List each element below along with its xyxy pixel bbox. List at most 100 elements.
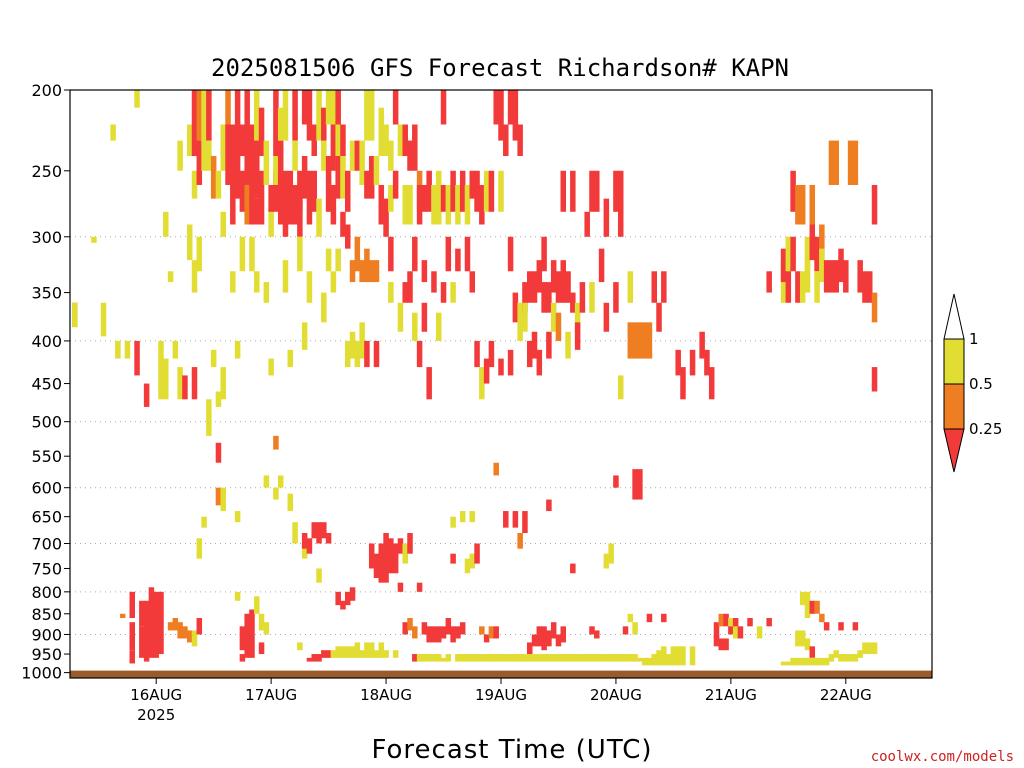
heatmap-cell (608, 654, 614, 662)
heatmap-cell (316, 198, 322, 237)
heatmap-cell (402, 124, 408, 156)
heatmap-cell (306, 90, 313, 141)
heatmap-cell (177, 622, 183, 639)
heatmap-cell (445, 618, 452, 635)
heatmap-cell (790, 170, 796, 212)
heatmap-cell (254, 596, 260, 614)
heatmap-cell (282, 90, 289, 141)
heatmap-cell (675, 349, 681, 376)
heatmap-cell (464, 236, 471, 272)
heatmap-cell (546, 654, 552, 662)
heatmap-cell (613, 654, 619, 662)
heatmap-cell (483, 358, 490, 384)
ytick-label: 1000 (21, 664, 62, 683)
heatmap-cell (594, 170, 600, 212)
heatmap-cell (608, 543, 614, 564)
heatmap-cell (474, 340, 480, 368)
heatmap-cell (321, 522, 327, 539)
heatmap-cell (565, 331, 571, 359)
heatmap-cell (345, 591, 351, 606)
heatmap-cell (852, 622, 859, 631)
heatmap-cell (258, 642, 265, 655)
heatmap-cell (177, 140, 183, 171)
heatmap-cell (388, 140, 394, 171)
heatmap-cell (220, 487, 226, 512)
heatmap-cell (412, 236, 418, 272)
heatmap-cell (665, 654, 672, 666)
heatmap-cell (574, 302, 581, 332)
heatmap-cell (570, 563, 576, 574)
heatmap-cell (603, 302, 610, 332)
heatmap-cell (292, 90, 298, 141)
heatmap-cell (474, 543, 480, 564)
heatmap-cell (368, 90, 375, 141)
heatmap-cell (819, 224, 825, 261)
heatmap-cell (335, 248, 341, 272)
heatmap-cell (632, 322, 638, 359)
ytick-label: 950 (31, 645, 62, 664)
heatmap-cell (234, 90, 241, 156)
heatmap-cell (493, 462, 499, 476)
ytick-label: 700 (31, 534, 62, 553)
heatmap-cell (464, 184, 471, 225)
heatmap-cell (330, 650, 337, 658)
heatmap-cell (191, 260, 198, 293)
heatmap-cell (455, 184, 461, 225)
heatmap-cell (254, 271, 260, 293)
heatmap-cell (570, 654, 576, 662)
heatmap-cell (469, 553, 476, 569)
heatmap-cell (301, 155, 308, 199)
heatmap-cell (785, 271, 792, 303)
heatmap-cell (182, 626, 188, 639)
heatmap-cell (301, 533, 308, 549)
heatmap-cell (186, 124, 193, 156)
heatmap-cell (196, 618, 203, 635)
heatmap-cell (493, 90, 499, 125)
heatmap-cell (814, 657, 820, 666)
heatmap-cell (397, 582, 404, 592)
heatmap-cell (340, 211, 346, 237)
heatmap-cell (340, 646, 346, 658)
heatmap-cell (220, 367, 226, 400)
credit-text: coolwx.com/models (871, 749, 1014, 765)
heatmap-cell (637, 469, 643, 500)
heatmap-cell (536, 349, 543, 376)
heatmap-cell (536, 654, 543, 662)
heatmap-cell (498, 358, 504, 376)
xtick-sublabel: 2025 (137, 706, 175, 724)
heatmap-cell (799, 591, 806, 606)
heatmap-cell (287, 349, 294, 368)
heatmap-cell (517, 654, 523, 662)
heatmap-cell (186, 630, 193, 643)
heatmap-cell (483, 634, 490, 643)
heatmap-cell (354, 236, 361, 272)
heatmap-cell (498, 170, 504, 212)
heatmap-cell (91, 236, 97, 243)
heatmap-cell (321, 107, 327, 141)
heatmap-cell (584, 211, 590, 237)
heatmap-cell (819, 248, 825, 283)
heatmap-cell (244, 184, 250, 225)
ytick-label: 300 (31, 228, 62, 247)
heatmap-cell (196, 236, 203, 272)
heatmap-cell (512, 511, 519, 528)
heatmap-cell (617, 375, 624, 400)
heatmap-cell (699, 331, 705, 359)
heatmap-cell (249, 609, 255, 635)
ytick-label: 200 (31, 81, 62, 100)
heatmap-cell (263, 475, 270, 488)
heatmap-cell (407, 140, 413, 171)
heatmap-cell (632, 469, 638, 500)
heatmap-cell (139, 626, 145, 658)
heatmap-cell (273, 435, 279, 450)
xtick-label: 16AUG (130, 686, 182, 704)
heatmap-cell (421, 622, 428, 635)
heatmap-cell (632, 654, 638, 662)
heatmap-cell (407, 618, 413, 631)
heatmap-cell (134, 90, 140, 108)
heatmap-cell (483, 654, 490, 662)
heatmap-cell (589, 654, 595, 662)
heatmap-cell (383, 650, 389, 658)
heatmap-cell (373, 340, 380, 368)
